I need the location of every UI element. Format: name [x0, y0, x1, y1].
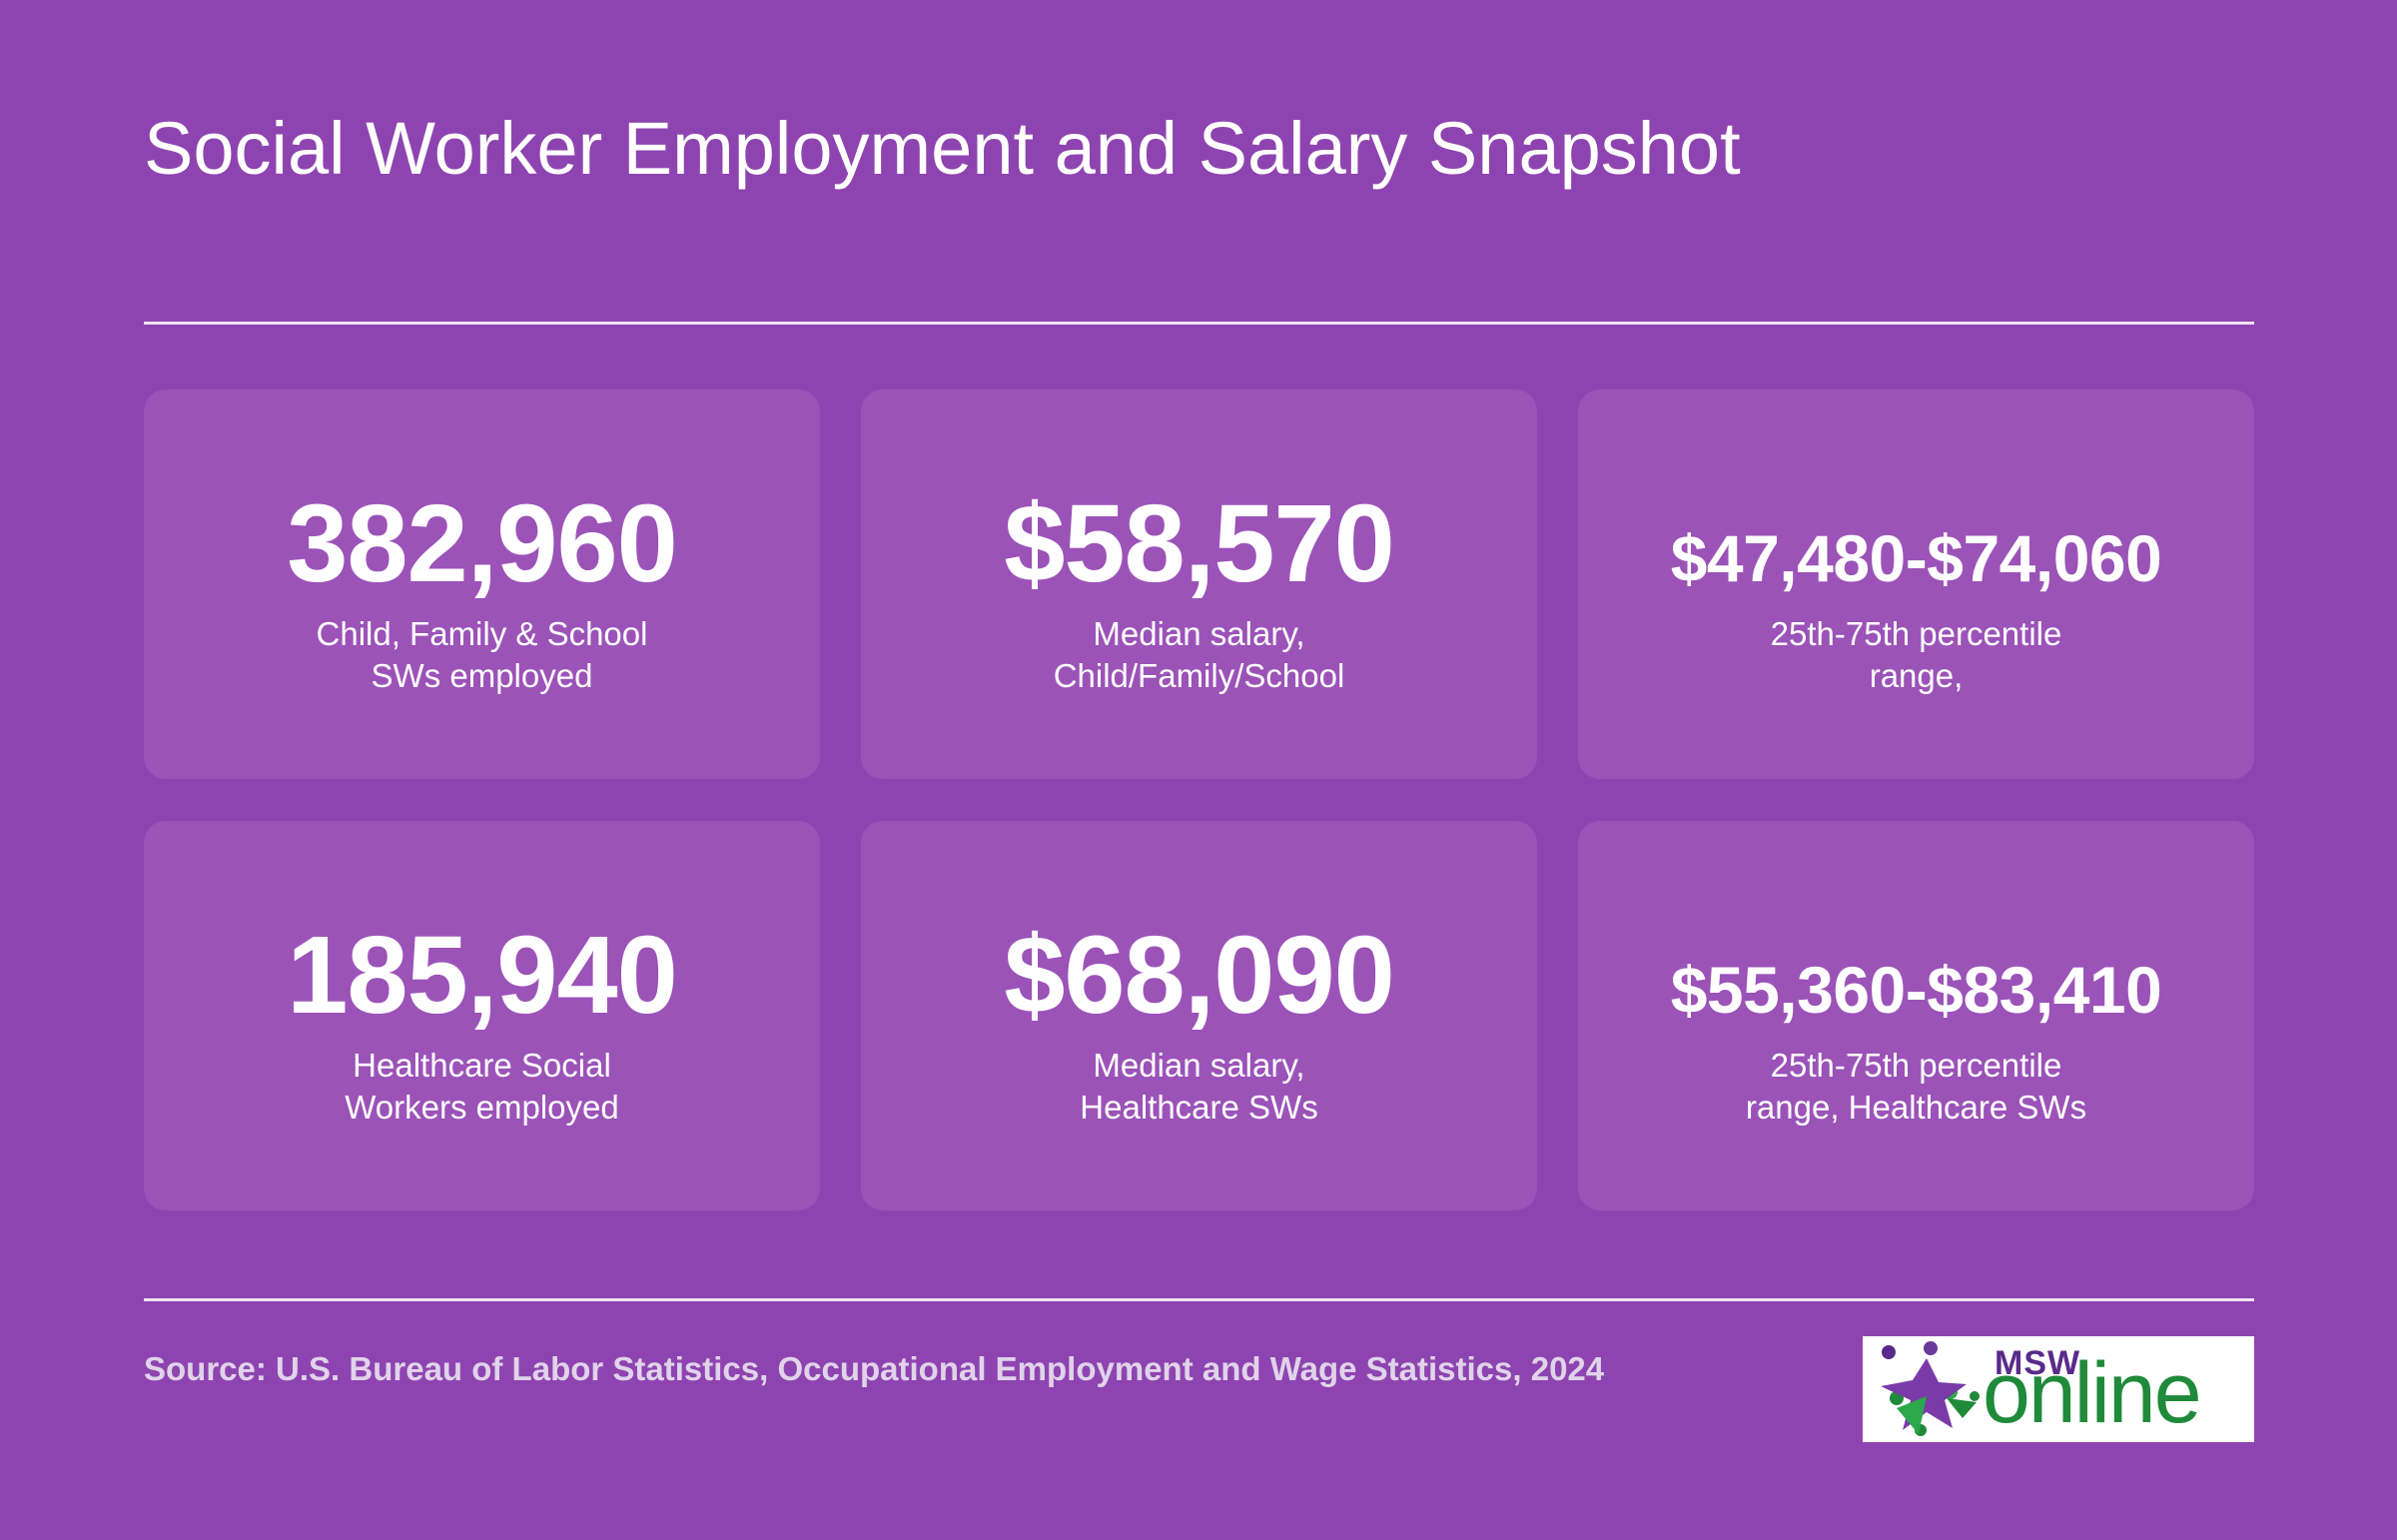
top-divider: [144, 322, 2254, 325]
stat-label-line: 25th-75th percentile: [1770, 1047, 2062, 1084]
stat-value: $68,090: [1004, 914, 1395, 1037]
stat-value: $55,360-$83,410: [1670, 953, 2162, 1027]
stat-label: 25th-75th percentile range,: [1771, 613, 2062, 697]
source-citation: Source: U.S. Bureau of Labor Statistics,…: [144, 1350, 1605, 1387]
stat-label-line: range,: [1869, 657, 1964, 694]
stat-label-line: Healthcare Social: [353, 1047, 611, 1084]
stat-label-line: Workers employed: [345, 1089, 619, 1126]
stat-label-line: range, Healthcare SWs: [1745, 1089, 2087, 1126]
logo-msw-text: MSW: [1995, 1344, 2081, 1382]
stat-label-line: Median salary,: [1093, 615, 1305, 652]
stat-label-line: Median salary,: [1093, 1047, 1305, 1084]
stat-card-child-family-range: $47,480-$74,060 25th-75th percentile ran…: [1578, 389, 2254, 779]
logo-online-text: online: [1983, 1345, 2202, 1441]
stat-value: 185,940: [287, 914, 678, 1037]
stat-label: 25th-75th percentile range, Healthcare S…: [1746, 1045, 2086, 1129]
stat-label-line: SWs employed: [371, 657, 593, 694]
msw-online-logo[interactable]: MSW online: [1863, 1336, 2254, 1442]
stat-value: 382,960: [287, 482, 678, 605]
stat-card-healthcare-median: $68,090 Median salary, Healthcare SWs: [861, 821, 1537, 1210]
stat-label: Healthcare Social Workers employed: [345, 1045, 619, 1129]
stat-label-line: Child, Family & School: [316, 615, 648, 652]
bottom-divider: [144, 1298, 2254, 1301]
stats-grid: 382,960 Child, Family & School SWs emplo…: [144, 389, 2254, 1210]
stat-label: Child, Family & School SWs employed: [317, 613, 648, 697]
stat-value: $47,480-$74,060: [1670, 521, 2162, 595]
stat-label: Median salary, Child/Family/School: [1054, 613, 1345, 697]
stat-card-child-family-median: $58,570 Median salary, Child/Family/Scho…: [861, 389, 1537, 779]
stat-card-healthcare-range: $55,360-$83,410 25th-75th percentile ran…: [1578, 821, 2254, 1210]
stat-label: Median salary, Healthcare SWs: [1080, 1045, 1317, 1129]
stat-label-line: Healthcare SWs: [1080, 1089, 1318, 1126]
stat-card-healthcare-employed: 185,940 Healthcare Social Workers employ…: [144, 821, 820, 1210]
people-star-icon: [1881, 1341, 1980, 1436]
stat-card-child-family-employed: 382,960 Child, Family & School SWs emplo…: [144, 389, 820, 779]
stat-label-line: Child/Family/School: [1053, 657, 1345, 694]
stat-label-line: 25th-75th percentile: [1770, 615, 2062, 652]
page-title: Social Worker Employment and Salary Snap…: [144, 107, 1741, 190]
stat-value: $58,570: [1004, 482, 1395, 605]
